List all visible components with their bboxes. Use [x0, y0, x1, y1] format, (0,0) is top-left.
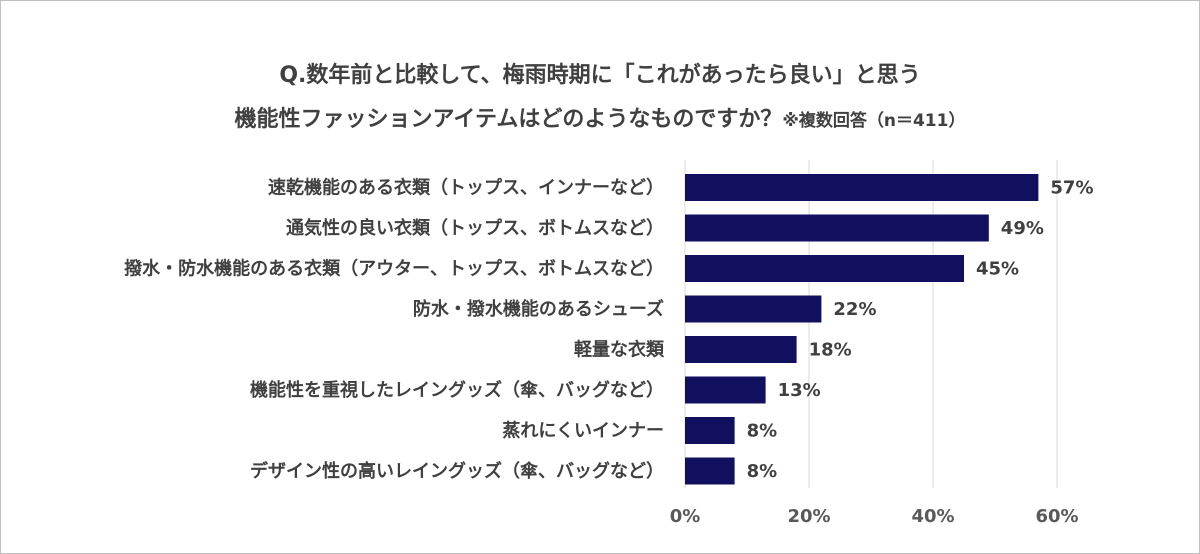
- category-label: 蒸れにくいインナー: [502, 421, 664, 442]
- data-label: 18%: [809, 340, 852, 361]
- data-label: 57%: [1050, 178, 1093, 199]
- x-tick-label: 0%: [670, 506, 701, 527]
- bar: [685, 214, 989, 242]
- category-label: 撥水・防水機能のある衣類（アウター、トップス、ボトムスなど）: [124, 258, 664, 280]
- category-label: 速乾機能のある衣類（トップス、インナーなど）: [268, 177, 664, 199]
- category-label: 軽量な衣類: [574, 339, 665, 361]
- data-label: 45%: [976, 259, 1019, 280]
- category-label: 機能性を重視したレイングッズ（傘、バッグなど）: [250, 379, 664, 401]
- chart-title-note: ※複数回答（n＝411）: [782, 111, 966, 131]
- x-tick-label: 20%: [787, 506, 830, 527]
- data-label: 13%: [778, 380, 821, 401]
- bar: [685, 255, 964, 282]
- category-label: 通気性の良い衣類（トップス、ボトムスなど）: [286, 217, 664, 239]
- chart-title-question: 機能性ファッションアイテムはどのようなものですか？: [234, 107, 783, 132]
- bar: [685, 457, 735, 485]
- x-tick-label: 40%: [911, 506, 954, 527]
- category-label: 防水・撥水機能のあるシューズ: [413, 298, 664, 320]
- bar: [685, 336, 797, 363]
- chart-title-line1: Q.数年前と比較して、梅雨時期に「これがあったら良い」と思う: [279, 63, 921, 88]
- bar: [685, 417, 735, 444]
- bar: [685, 174, 1039, 201]
- data-label: 8%: [747, 421, 778, 442]
- category-label: デザイン性の高いレイングッズ（傘、バッグなど）: [250, 460, 664, 482]
- data-label: 49%: [1001, 218, 1044, 239]
- bar: [685, 376, 766, 404]
- x-tick-label: 60%: [1035, 506, 1078, 527]
- data-label: 8%: [747, 461, 778, 482]
- data-label: 22%: [833, 299, 876, 320]
- chart-title-line2: 機能性ファッションアイテムはどのようなものですか？※複数回答（n＝411）: [0, 101, 1200, 133]
- bar: [685, 295, 822, 323]
